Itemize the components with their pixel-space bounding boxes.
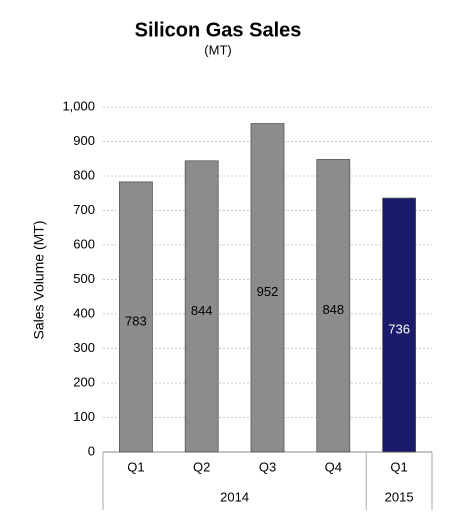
bar <box>250 123 285 453</box>
bar <box>316 159 351 453</box>
y-axis-label: Sales Volume (MT) <box>31 220 47 339</box>
group-label: 2014 <box>220 489 249 504</box>
bar <box>382 197 417 453</box>
x-tick-label: Q2 <box>193 459 210 474</box>
data-label: 952 <box>257 284 279 299</box>
bar <box>184 160 219 453</box>
y-tick-label: 900 <box>73 133 95 148</box>
x-tick-label: Q1 <box>127 459 144 474</box>
y-tick-label: 700 <box>73 202 95 217</box>
y-tick-label: 0 <box>88 443 95 458</box>
y-tick-label: 100 <box>73 409 95 424</box>
data-label: 783 <box>125 313 147 328</box>
y-tick-label: 400 <box>73 305 95 320</box>
y-tick-label: 500 <box>73 271 95 286</box>
x-tick-label: Q1 <box>390 459 407 474</box>
chart-subtitle: (MT) <box>204 42 231 57</box>
data-label: 848 <box>322 302 344 317</box>
chart-title: Silicon Gas Sales <box>135 19 302 41</box>
y-tick-label: 1,000 <box>62 98 95 113</box>
group-label: 2015 <box>385 489 414 504</box>
data-label: 844 <box>191 303 213 318</box>
y-tick-label: 600 <box>73 236 95 251</box>
y-tick-label: 300 <box>73 340 95 355</box>
data-label: 736 <box>388 321 410 336</box>
bar <box>119 181 153 453</box>
x-tick-label: Q4 <box>325 459 342 474</box>
x-tick-label: Q3 <box>259 459 276 474</box>
y-tick-label: 800 <box>73 167 95 182</box>
y-tick-label: 200 <box>73 374 95 389</box>
